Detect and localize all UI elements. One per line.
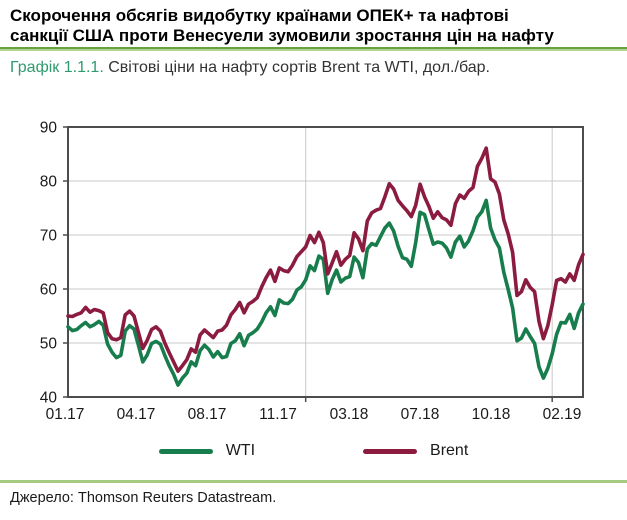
figure-title-line2: санкції США проти Венесуели зумовили зро…: [10, 26, 554, 45]
figure-caption: Графік 1.1.1. Світові ціни на нафту сорт…: [10, 58, 620, 77]
legend-label-wti: WTI: [225, 442, 256, 459]
y-tick-label: 90: [40, 120, 58, 137]
x-tick-label: 04.17: [117, 406, 156, 423]
x-tick-label: 07.18: [401, 406, 440, 423]
y-tick-label: 70: [40, 228, 58, 245]
x-tick-label: 11.17: [259, 406, 297, 423]
legend-item-brent: Brent: [363, 442, 468, 460]
x-tick-label: 08.17: [188, 406, 227, 423]
legend-line-brent: [363, 448, 418, 454]
y-tick-label: 50: [40, 336, 58, 353]
figure-title: Скорочення обсягів видобутку країнами ОП…: [10, 6, 622, 46]
x-tick-label: 01.17: [46, 406, 85, 423]
separator-line-bottom: [0, 480, 627, 483]
series-line-wti: [66, 198, 585, 387]
figure-caption-text: Світові ціни на нафту сортів Brent та WT…: [103, 59, 490, 76]
plot-border: [67, 126, 584, 398]
x-tick-label: 10.18: [472, 406, 511, 423]
y-tick-label: 60: [40, 282, 58, 299]
legend-item-wti: WTI: [158, 442, 256, 460]
separator-line-top: [0, 47, 627, 51]
figure-caption-number: Графік 1.1.1.: [10, 59, 104, 76]
series-line-brent: [66, 146, 585, 373]
legend-label-brent: Brent: [430, 442, 469, 459]
legend-line-wti: [158, 448, 213, 454]
oil-price-line-chart: 40 50 60 70 80 90 01.17 04.17 08.17 11.17 03.18 07.…: [40, 120, 585, 423]
y-tick-label: 80: [40, 174, 58, 191]
y-tick-label: 40: [40, 390, 58, 407]
x-tick-label: 03.18: [330, 406, 369, 423]
figure-title-line1: Скорочення обсягів видобутку країнами ОП…: [10, 6, 509, 25]
source-note: Джерело: Thomson Reuters Datastream.: [10, 490, 277, 506]
x-tick-label: 02.19: [543, 406, 582, 423]
chart-legend: WTI Brent: [0, 442, 627, 460]
